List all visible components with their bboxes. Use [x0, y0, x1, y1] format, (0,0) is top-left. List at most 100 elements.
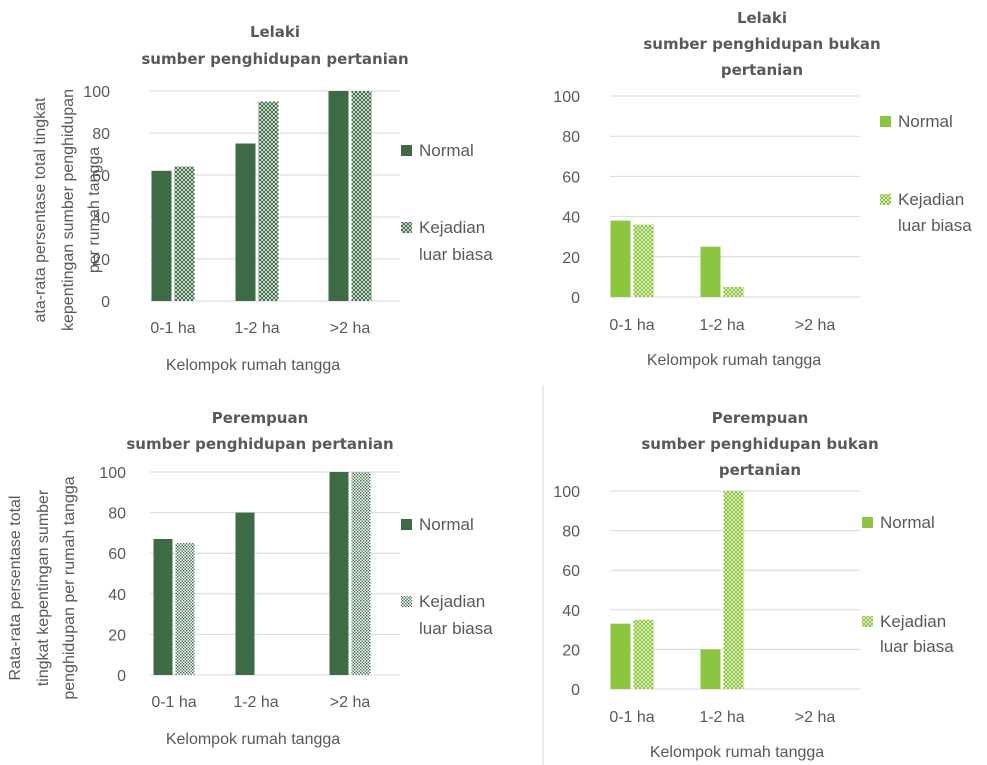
x-tick-label: >2 ha — [795, 709, 836, 726]
legend-swatch-kejadian — [401, 222, 412, 233]
x-tick-label: >2 ha — [330, 320, 371, 337]
legend-label-normal: Normal — [880, 513, 935, 532]
x-tick-label: 1-2 ha — [233, 694, 278, 711]
legend-swatch-normal — [401, 519, 412, 530]
y-axis-label-line: Rata-rata persentase total — [7, 496, 24, 681]
y-tick-label: 0 — [117, 668, 126, 685]
x-tick-label: 0-1 ha — [150, 320, 195, 337]
bar-kejadian-1 — [175, 543, 195, 675]
y-axis-label-line: ata-rata persentase total tingkat — [32, 97, 49, 323]
legend-label-normal: Normal — [419, 141, 474, 160]
y-tick-label: 80 — [108, 506, 126, 523]
y-tick-label: 20 — [92, 252, 110, 269]
x-tick-label: 1-2 ha — [699, 317, 744, 334]
y-tick-label: 100 — [99, 465, 126, 482]
y-tick-label: 80 — [562, 524, 580, 541]
legend-label-kejadian: Kejadian — [419, 218, 485, 237]
chart-title-line: sumber penghidupan bukan — [641, 435, 878, 453]
chart-title-line: Perempuan — [712, 409, 809, 427]
chart-title-line: sumber penghidupan pertanian — [126, 435, 393, 453]
y-tick-label: 60 — [92, 168, 110, 185]
y-tick-label: 40 — [108, 587, 126, 604]
x-tick-label: >2 ha — [795, 317, 836, 334]
x-axis-label: Kelompok rumah tangga — [166, 357, 340, 374]
y-axis-label-line: tingkat kepentingan sumber — [35, 489, 52, 686]
chart-title-line: Lelaki — [250, 23, 300, 41]
legend-swatch-kejadian — [401, 596, 412, 607]
y-tick-label: 100 — [553, 89, 580, 106]
y-tick-label: 20 — [108, 627, 126, 644]
chart-title-line: pertanian — [721, 61, 803, 79]
x-axis-label: Kelompok rumah tangga — [647, 352, 821, 369]
legend-label-kejadian-line2: luar biasa — [898, 216, 972, 235]
bar-kejadian-3 — [351, 472, 371, 675]
bar-normal-3 — [329, 472, 349, 675]
x-tick-label: 1-2 ha — [699, 709, 744, 726]
bar-normal-1 — [610, 623, 631, 689]
chart-panel-2: Lelaki sumber penghidupan bukan pertanian 0… — [553, 9, 972, 369]
x-tick-label: 0-1 ha — [609, 709, 654, 726]
chart-panel-4: Perempuan sumber penghidupan bukan pertani… — [553, 409, 954, 761]
legend-label-kejadian-line2: luar biasa — [419, 245, 493, 264]
chart-panel-1: Lelaki sumber penghidupan pertanian 0 20 40 6… — [32, 23, 493, 374]
y-tick-label: 60 — [562, 563, 580, 580]
bar-kejadian-2 — [723, 286, 744, 297]
bar-kejadian-1 — [633, 619, 654, 689]
y-tick-label: 20 — [562, 642, 580, 659]
y-tick-label: 40 — [562, 603, 580, 620]
y-tick-label: 80 — [92, 126, 110, 143]
x-tick-label: 0-1 ha — [609, 317, 654, 334]
legend-label-kejadian-line2: luar biasa — [419, 619, 493, 638]
bar-kejadian-1 — [633, 224, 654, 297]
legend-swatch-normal — [862, 517, 873, 528]
legend-label-kejadian: Kejadian — [419, 592, 485, 611]
bar-normal-1 — [610, 220, 631, 297]
legend-swatch-normal — [880, 116, 891, 127]
legend-label-kejadian: Kejadian — [898, 190, 964, 209]
chart-panel-3: Perempuan sumber penghidupan pertanian 0 20… — [7, 409, 493, 748]
bar-kejadian-2 — [258, 101, 279, 301]
legend-label-kejadian: Kejadian — [880, 612, 946, 631]
bar-normal-2 — [235, 143, 256, 301]
y-tick-label: 0 — [571, 682, 580, 699]
legend-swatch-normal — [401, 145, 412, 156]
legend-swatch-kejadian — [862, 616, 873, 627]
y-tick-label: 40 — [562, 210, 580, 227]
bar-normal-2 — [700, 246, 721, 297]
bar-normal-2 — [235, 512, 255, 675]
legend-swatch-kejadian — [880, 194, 891, 205]
x-tick-label: 1-2 ha — [234, 320, 279, 337]
y-axis-label-line: penghidupan per rumah tangga — [61, 476, 78, 699]
y-tick-label: 20 — [562, 250, 580, 267]
bar-normal-1 — [151, 170, 172, 301]
y-tick-label: 60 — [562, 169, 580, 186]
y-axis-label-line: per rumah tangga — [86, 147, 103, 273]
y-tick-label: 0 — [101, 294, 110, 311]
bar-kejadian-1 — [174, 166, 195, 301]
legend-label-normal: Normal — [898, 112, 953, 131]
y-tick-label: 60 — [108, 546, 126, 563]
y-tick-label: 100 — [553, 484, 580, 501]
bar-kejadian-3 — [351, 91, 372, 301]
y-tick-label: 40 — [92, 210, 110, 227]
legend-label-kejadian-line2: luar biasa — [880, 637, 954, 656]
x-tick-label: 0-1 ha — [151, 694, 196, 711]
y-tick-label: 100 — [83, 84, 110, 101]
chart-title-line: Perempuan — [212, 409, 309, 427]
y-tick-label: 80 — [562, 129, 580, 146]
x-axis-label: Kelompok rumah tangga — [650, 744, 824, 761]
x-axis-label: Kelompok rumah tangga — [166, 731, 340, 748]
bar-normal-3 — [328, 91, 349, 301]
y-axis-label-line: kepentingan sumber penghidupan — [60, 89, 77, 331]
y-tick-label: 0 — [571, 290, 580, 307]
chart-title-line: pertanian — [719, 461, 801, 479]
bar-kejadian-2 — [723, 491, 744, 689]
bar-normal-1 — [153, 538, 173, 675]
chart-title-line: Lelaki — [737, 9, 787, 27]
bar-normal-2 — [700, 649, 721, 689]
chart-title-line: sumber penghidupan bukan — [643, 35, 880, 53]
x-tick-label: >2 ha — [330, 694, 371, 711]
chart-title-line: sumber penghidupan pertanian — [141, 50, 408, 68]
legend-label-normal: Normal — [419, 515, 474, 534]
